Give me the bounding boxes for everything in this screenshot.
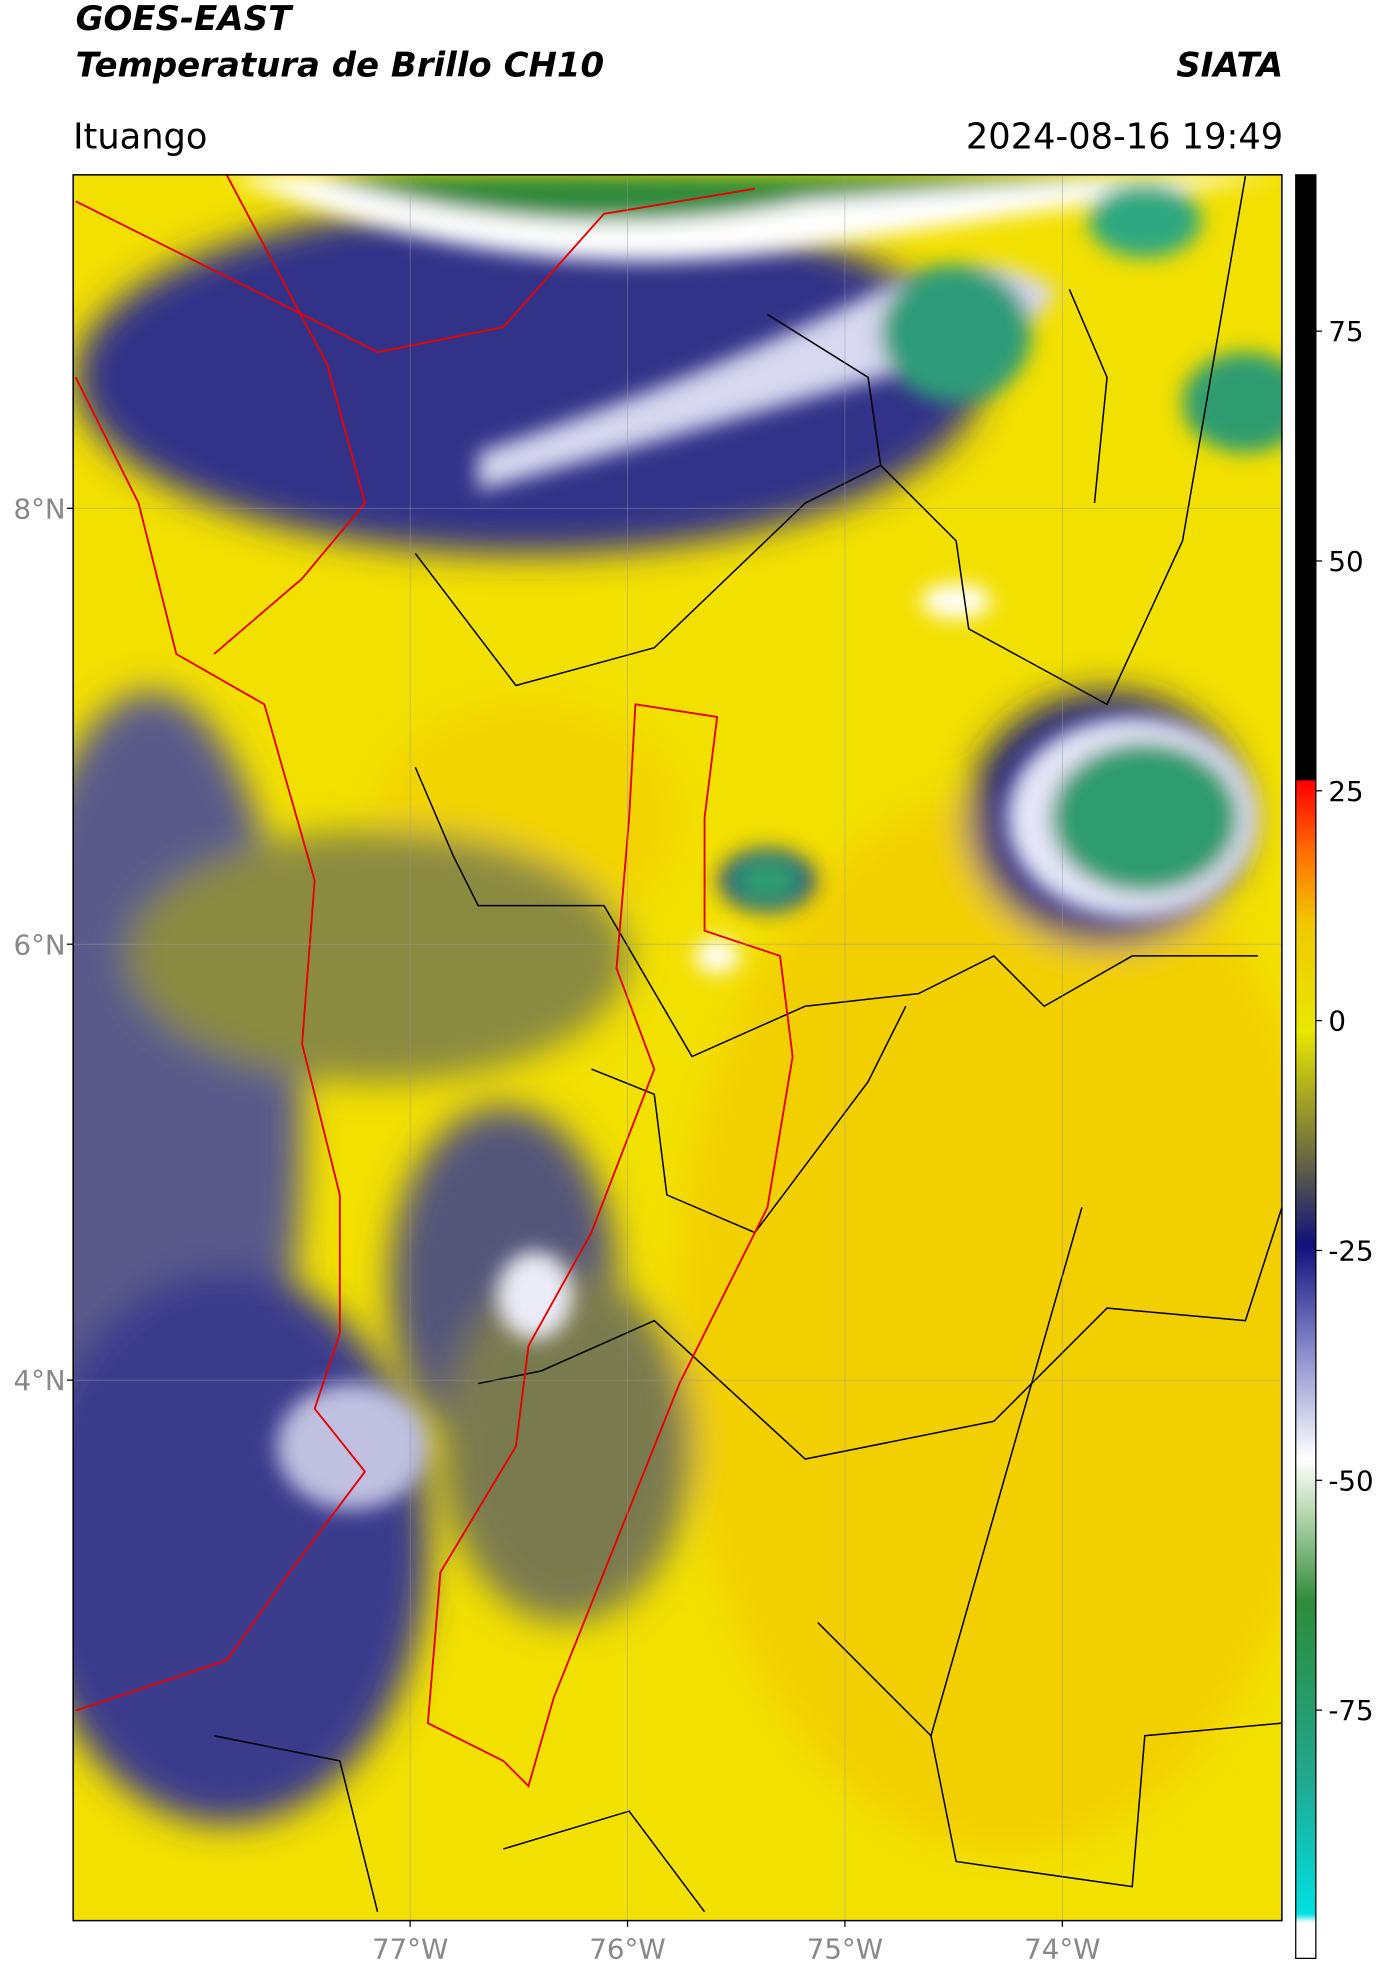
location: Ituango bbox=[73, 116, 207, 157]
colorbar-tick-label: 25 bbox=[1328, 775, 1363, 808]
colorbar-tick-label: 0 bbox=[1328, 1005, 1346, 1038]
lon-tick-label: 76°W bbox=[589, 1932, 665, 1965]
datetime: 2024-08-16 19:49 bbox=[966, 116, 1283, 157]
source: SIATA bbox=[1176, 46, 1283, 86]
subtitle: Temperatura de Brillo CH10 bbox=[76, 46, 604, 86]
satellite-image bbox=[73, 174, 1282, 1921]
lon-tick-label: 77°W bbox=[372, 1932, 448, 1965]
lon-tick-label: 75°W bbox=[807, 1932, 883, 1965]
lat-tick-label: 6°N bbox=[14, 928, 66, 961]
colorbar-tick-label: -50 bbox=[1328, 1464, 1373, 1497]
graticule bbox=[73, 174, 1282, 1921]
map-frame bbox=[72, 174, 1283, 1922]
lat-tick-label: 4°N bbox=[14, 1364, 66, 1397]
title: GOES-EAST bbox=[76, 0, 294, 39]
colorbar bbox=[1295, 174, 1317, 1959]
lat-tick-label: 8°N bbox=[14, 492, 66, 525]
colorbar-tick-label: -25 bbox=[1328, 1235, 1373, 1268]
lon-tick-label: 74°W bbox=[1024, 1932, 1100, 1965]
colorbar-tick-label: 50 bbox=[1328, 545, 1363, 578]
colorbar-tick-label: -75 bbox=[1328, 1694, 1373, 1727]
colorbar-tick-label: 75 bbox=[1328, 315, 1363, 348]
